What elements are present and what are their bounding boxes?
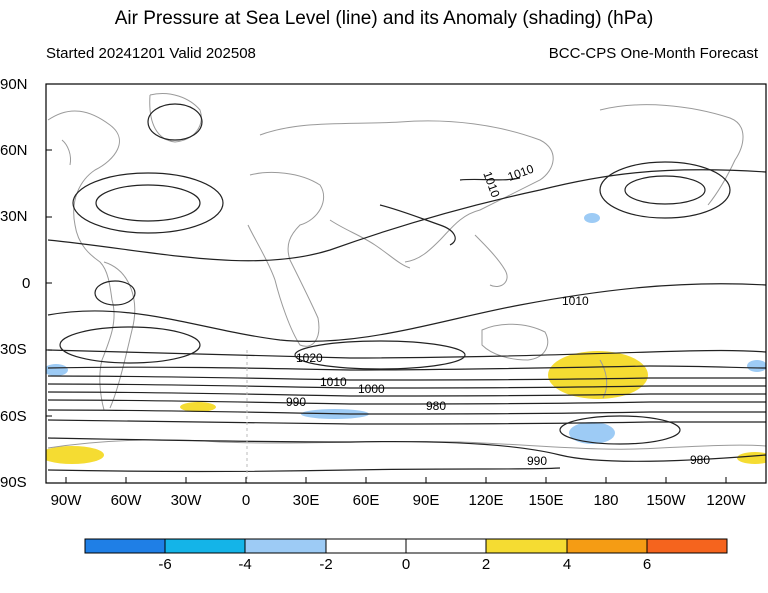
lat-label: 90N — [0, 76, 28, 93]
lat-label: 60N — [0, 142, 28, 159]
contour-label: 980 — [426, 399, 446, 413]
colorbar-label: 2 — [481, 556, 491, 573]
colorbar-box-1 — [84, 538, 166, 554]
colorbar-box-6 — [485, 538, 568, 554]
lon-label: 90W — [50, 492, 82, 509]
isobar-contours — [47, 103, 766, 473]
map-frame — [45, 83, 767, 484]
contour-label: 1010 — [506, 162, 536, 184]
axis-ticks — [46, 83, 727, 484]
contour-label: 1010 — [562, 294, 589, 308]
colorbar-box-8 — [646, 538, 728, 554]
colorbar-label: 6 — [642, 556, 652, 573]
anomaly-negative-atlantic-south — [46, 364, 68, 376]
contour-label: 1010 — [480, 169, 502, 199]
lon-label: 30E — [292, 492, 320, 509]
lon-label: 120E — [468, 492, 504, 509]
lon-label: 60E — [352, 492, 380, 509]
colorbar-label: -4 — [238, 556, 252, 573]
colorbar-label: -2 — [319, 556, 333, 573]
contour-label: 980 — [690, 453, 710, 467]
lon-label: 180 — [593, 492, 619, 509]
lon-label: 90E — [412, 492, 440, 509]
lat-label: 0 — [22, 275, 31, 292]
anomaly-positive-antarctic-west — [46, 446, 104, 464]
lat-label: 60S — [0, 408, 27, 425]
anomaly-negative-ross-sea — [569, 422, 615, 444]
lon-label: 60W — [110, 492, 142, 509]
anomaly-positive-antarctic-east — [737, 452, 766, 464]
lat-label: 30S — [0, 341, 27, 358]
colorbar-label: 0 — [401, 556, 411, 573]
forecast-dates: Started 20241201 Valid 202508 — [46, 45, 256, 62]
lon-label: 120W — [706, 492, 746, 509]
colorbar — [84, 538, 728, 554]
contour-label: 1020 — [296, 351, 323, 365]
colorbar-box-5 — [405, 538, 487, 554]
lat-label: 30N — [0, 208, 28, 225]
contour-label: 1000 — [358, 382, 385, 396]
colorbar-box-3 — [244, 538, 327, 554]
lon-label: 0 — [241, 492, 251, 509]
colorbar-box-7 — [566, 538, 648, 554]
anomaly-positive-south-atlantic — [180, 402, 216, 412]
colorbar-label: 4 — [562, 556, 572, 573]
model-name: BCC-CPS One-Month Forecast — [548, 45, 758, 62]
colorbar-box-2 — [164, 538, 246, 554]
contour-label: 990 — [527, 454, 547, 468]
lon-label: 30W — [170, 492, 202, 509]
lon-label: 150E — [528, 492, 564, 509]
colorbar-label: -6 — [158, 556, 172, 573]
contour-label: 990 — [286, 395, 306, 409]
anomaly-negative-pacific-east — [747, 360, 766, 372]
lat-label: 90S — [0, 474, 27, 491]
lon-label: 150W — [646, 492, 686, 509]
map-title: Air Pressure at Sea Level (line) and its… — [114, 8, 654, 29]
colorbar-box-4 — [325, 538, 407, 554]
anomaly-positive-south-pacific — [548, 351, 648, 399]
contour-label: 1010 — [320, 375, 347, 389]
anomaly-negative-north-pacific — [584, 213, 600, 223]
